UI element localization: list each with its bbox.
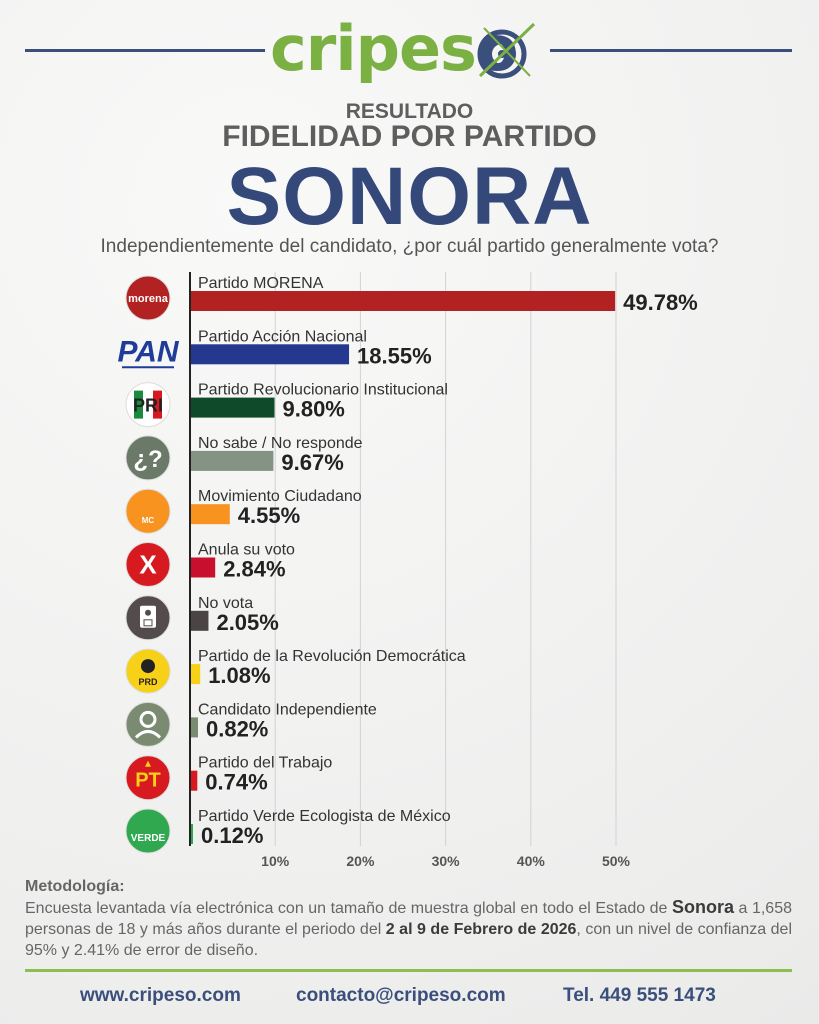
value-label: 9.67% (281, 450, 343, 475)
pri-logo-icon: PRI (125, 382, 171, 428)
ballot-icon (125, 595, 171, 641)
value-label: 2.05% (216, 610, 278, 635)
category-label: Partido Verde Ecologista de México (198, 808, 451, 825)
footer-website[interactable]: www.cripeso.com (80, 985, 241, 1006)
svg-text:PT: PT (135, 770, 161, 792)
x-tick-label: 20% (346, 853, 375, 869)
x-tick-label: 40% (517, 853, 546, 869)
verde-logo-icon: VERDE (125, 808, 171, 854)
x-tick-label: 50% (602, 853, 631, 869)
x-icon: X (125, 542, 171, 587)
bar (191, 610, 209, 631)
category-label: Partido de la Revolución Democrática (198, 648, 466, 665)
subtitle-fidelidad: FIDELIDAD POR PARTIDO (222, 120, 597, 153)
svg-text:X: X (139, 550, 157, 580)
svg-text:PRD: PRD (138, 677, 158, 687)
category-label: Partido Revolucionario Institucional (198, 382, 448, 399)
header-rule-left (25, 49, 265, 52)
bar-row: Partido de la Revolución Democrática1.08… (125, 648, 466, 694)
value-label: 1.08% (208, 663, 270, 688)
header-rule-right (550, 49, 792, 52)
question-icon: ¿? (125, 435, 171, 481)
mc-logo-icon: MC (125, 488, 171, 534)
bar-row: Partido Revolucionario Institucional9.80… (125, 382, 448, 428)
bar (191, 397, 275, 418)
methodology-block: Metodología: Encuesta levantada vía elec… (25, 876, 792, 961)
bar (191, 717, 198, 738)
x-tick-label: 10% (261, 853, 290, 869)
target-icon (477, 22, 536, 79)
svg-text:morena: morena (128, 293, 169, 305)
category-label: No sabe / No responde (198, 435, 363, 452)
bar (191, 664, 201, 685)
bar (191, 770, 198, 791)
methodology-text: Encuesta levantada vía electrónica con u… (25, 897, 793, 959)
footer-email[interactable]: contacto@cripeso.com (296, 985, 506, 1006)
methodology-title: Metodología: (25, 878, 125, 895)
category-label: Anula su voto (198, 542, 295, 559)
person-icon (125, 701, 171, 747)
category-label: No vota (198, 595, 253, 612)
bar (191, 504, 230, 525)
morena-logo-icon: morena (125, 275, 171, 321)
bar (191, 557, 216, 578)
subtitle-resultado: RESULTADO (345, 100, 474, 123)
value-label: 0.82% (206, 716, 268, 741)
x-tick-label: 30% (432, 853, 461, 869)
pt-logo-icon: PT (125, 755, 171, 801)
bar-row: Partido MORENA 49.78% morena (125, 275, 698, 321)
category-label: Candidato Independiente (198, 701, 377, 718)
svg-text:PRI: PRI (133, 396, 163, 416)
svg-text:PAN: PAN (117, 335, 179, 368)
bar (191, 291, 616, 311)
cripeso-logo: cripeso (270, 12, 545, 86)
category-label: Partido Acción Nacional (198, 328, 367, 345)
svg-text:VERDE: VERDE (131, 833, 166, 844)
svg-text:MC: MC (142, 516, 155, 525)
bar (191, 824, 193, 844)
value-label: 0.12% (201, 823, 263, 848)
value-label: 0.74% (205, 770, 267, 795)
page-title-state: SONORA (226, 151, 593, 242)
survey-question: Independientemente del candidato, ¿por c… (100, 236, 719, 257)
category-label: Movimiento Ciudadano (198, 488, 362, 505)
bar (191, 344, 350, 365)
category-label: Partido del Trabajo (198, 755, 332, 772)
prd-logo-icon: PRD (125, 648, 171, 694)
value-label: 18.55% (357, 343, 432, 368)
footer-phone[interactable]: Tel. 449 555 1473 (563, 985, 716, 1006)
category-label: Partido MORENA (198, 275, 324, 292)
value-label: 4.55% (238, 503, 300, 528)
svg-text:¿?: ¿? (133, 446, 162, 473)
logo-text-main: cripes (270, 12, 477, 85)
value-label: 2.84% (223, 557, 285, 582)
footer-rule (25, 969, 792, 972)
value-label: 49.78% (623, 290, 698, 315)
pan-logo-icon: PAN (117, 335, 180, 369)
bar (191, 450, 274, 471)
value-label: 9.80% (282, 397, 344, 422)
